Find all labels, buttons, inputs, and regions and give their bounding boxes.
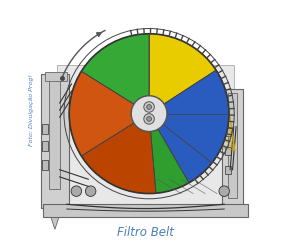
- Bar: [225, 128, 231, 136]
- Circle shape: [219, 186, 229, 196]
- Bar: [42, 160, 48, 170]
- Wedge shape: [163, 114, 229, 163]
- Bar: [228, 93, 237, 198]
- Circle shape: [147, 105, 151, 109]
- Wedge shape: [158, 70, 229, 183]
- Circle shape: [71, 186, 81, 196]
- Circle shape: [144, 102, 154, 112]
- Bar: [40, 74, 69, 208]
- Wedge shape: [81, 123, 156, 193]
- Bar: [45, 72, 67, 81]
- Bar: [222, 89, 243, 208]
- Polygon shape: [48, 208, 62, 229]
- Bar: [42, 141, 48, 151]
- Circle shape: [131, 96, 167, 132]
- Bar: [49, 74, 60, 189]
- Wedge shape: [151, 125, 212, 193]
- Text: Filtro Belt: Filtro Belt: [117, 226, 174, 239]
- Text: Foto: Divulgação Prog!: Foto: Divulgação Prog!: [29, 74, 34, 146]
- Circle shape: [86, 186, 96, 196]
- Circle shape: [144, 114, 154, 124]
- Wedge shape: [81, 34, 149, 104]
- Bar: [225, 166, 231, 174]
- Bar: [43, 204, 248, 217]
- Bar: [57, 65, 234, 208]
- Bar: [48, 189, 243, 208]
- Circle shape: [147, 117, 151, 121]
- Wedge shape: [149, 34, 216, 104]
- Wedge shape: [69, 71, 134, 156]
- Bar: [225, 147, 231, 155]
- Wedge shape: [164, 70, 229, 114]
- Bar: [42, 124, 48, 134]
